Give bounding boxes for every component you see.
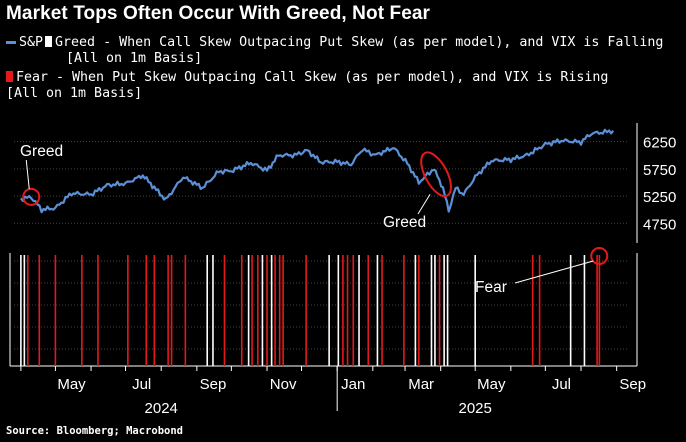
- x-year-label: 2024: [145, 400, 178, 417]
- x-tick-label: Jan: [341, 376, 365, 393]
- x-tick-label: Sep: [619, 376, 646, 393]
- x-tick-label: Jul: [132, 376, 151, 393]
- y-tick-label: 5250: [643, 189, 676, 206]
- greed-annotation-leader: [25, 159, 30, 189]
- x-year-label: 2025: [459, 400, 492, 417]
- greed-annotation-circle: [22, 187, 41, 206]
- greed-legend-swatch: [45, 36, 53, 47]
- x-tick-label: May: [477, 376, 506, 393]
- sp-legend-label: S&P: [19, 35, 44, 50]
- sp-legend-swatch: [6, 40, 16, 44]
- x-tick-label: Jul: [552, 376, 571, 393]
- greed-legend-text: Greed - When Call Skew Outpacing Put Ske…: [55, 35, 664, 50]
- x-tick-label: Sep: [200, 376, 227, 393]
- legend-row-sp-greed: S&P Greed - When Call Skew Outpacing Put …: [6, 35, 663, 67]
- fear-annotation-circle: [590, 247, 609, 265]
- greed-annotation-ellipse: [420, 151, 452, 198]
- fear-legend-text: Fear - When Put Skew Outpacing Call Skew…: [16, 70, 609, 85]
- fear-annotation-label: Fear: [475, 279, 507, 296]
- y-tick-label: 4750: [643, 216, 676, 233]
- fear-annotation-leader: [514, 260, 594, 284]
- y-tick-label: 6250: [643, 135, 676, 152]
- greed-legend-basis: [All on 1m Basis]: [66, 51, 203, 66]
- x-tick-label: Nov: [270, 376, 297, 393]
- greed-annotation-label: Greed: [20, 143, 63, 160]
- fear-legend-basis: [All on 1m Basis]: [6, 86, 143, 101]
- x-tick-label: Mar: [408, 376, 434, 393]
- source-note: Source: Bloomberg; Macrobond: [6, 425, 184, 437]
- chart-title: Market Tops Often Occur With Greed, Not …: [6, 3, 431, 24]
- fear-legend-swatch: [6, 71, 13, 82]
- greed-annotation-leader-2: [417, 194, 431, 215]
- sp-series-line: [20, 128, 615, 214]
- greed-annotation-label-2: Greed: [383, 214, 426, 231]
- legend-row-fear: Fear - When Put Skew Outpacing Call Skew…: [6, 70, 608, 102]
- x-tick-label: May: [57, 376, 86, 393]
- y-tick-label: 5750: [643, 162, 676, 179]
